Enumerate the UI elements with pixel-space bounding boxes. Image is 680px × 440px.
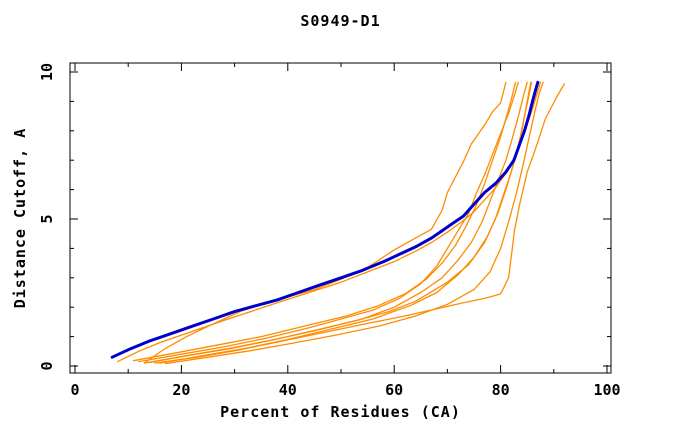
y-tick-label: 5 — [38, 214, 56, 223]
series-model-9 — [154, 83, 566, 364]
x-tick-label: 20 — [172, 381, 190, 399]
x-tick-label: 60 — [385, 381, 403, 399]
x-tick-label: 0 — [70, 381, 79, 399]
series-model-2 — [143, 81, 507, 364]
series-model-3 — [138, 81, 519, 363]
series-model-6 — [164, 81, 544, 365]
series-model-8 — [143, 81, 532, 364]
y-tick-label: 10 — [38, 63, 56, 81]
y-tick-label: 0 — [38, 361, 56, 370]
series-highlighted-model — [110, 80, 540, 359]
x-tick-label: 100 — [593, 381, 620, 399]
x-axis-label: Percent of Residues (CA) — [220, 403, 461, 421]
chart-title: S0949-D1 — [300, 12, 381, 30]
series-model-7 — [132, 81, 517, 362]
x-tick-label: 80 — [492, 381, 510, 399]
x-tick-label: 40 — [279, 381, 297, 399]
series-model-5 — [159, 81, 533, 364]
